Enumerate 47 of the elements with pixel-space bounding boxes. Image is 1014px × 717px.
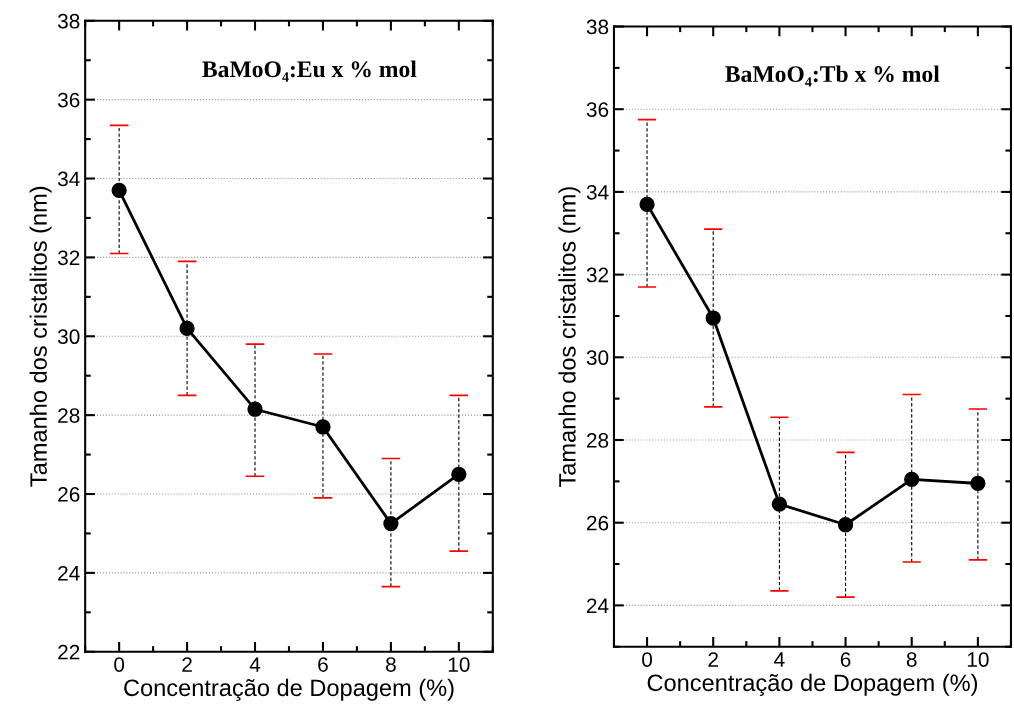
y-tick-label: 30 [586, 350, 609, 366]
y-tick-label: 24 [58, 565, 80, 581]
x-tick-label: 4 [249, 657, 261, 672]
x-tick-label: 0 [642, 652, 653, 667]
point [451, 466, 467, 482]
text: BaMoO₄:Eu x % mol [202, 60, 417, 82]
point [904, 471, 920, 487]
y-tick-label: 26 [58, 487, 80, 502]
y-tick-label: 22 [58, 644, 80, 660]
y-tick-label: 28 [586, 433, 609, 448]
point [315, 419, 331, 435]
y-tick-label: 34 [586, 184, 609, 200]
y-tick-label: 26 [586, 515, 609, 531]
point [111, 182, 127, 199]
y-tick-label: 32 [57, 250, 80, 266]
x-tick-label: 8 [906, 652, 917, 667]
x-tick-label: 2 [182, 657, 192, 672]
x-tick-label: 10 [448, 657, 470, 672]
y-tick-label: 36 [57, 92, 80, 108]
x-tick-label: 6 [318, 657, 328, 672]
y-tick-label: 30 [57, 329, 80, 345]
y-tick-label: 32 [586, 267, 609, 283]
x-tick-label: 0 [114, 657, 125, 672]
point [705, 310, 721, 326]
point [970, 475, 986, 492]
x-axis-title: Concentração de Dopagem (%) [647, 673, 978, 696]
x-tick-label: 2 [708, 652, 718, 667]
y-axis-title: Tamanho dos cristalitos (nm) [29, 186, 52, 487]
point [383, 515, 399, 532]
point [771, 496, 788, 512]
x-tick-label: 4 [774, 652, 785, 667]
y-tick-label: 28 [58, 408, 80, 423]
y-tick-label: 34 [57, 171, 80, 187]
x-axis-title: Concentração de Dopagem (%) [124, 678, 454, 701]
point [179, 320, 195, 337]
y-tick-label: 38 [57, 13, 80, 29]
point [639, 196, 655, 212]
x-tick-label: 6 [840, 652, 851, 667]
y-tick-label: 38 [586, 19, 609, 35]
point [247, 401, 263, 417]
y-tick-label: 24 [586, 598, 609, 613]
x-tick-label: 8 [386, 657, 396, 672]
y-tick-label: 36 [586, 102, 609, 117]
point [837, 517, 854, 533]
text: BaMoO₄:Tb x % mol [725, 65, 940, 87]
y-axis-title: Tamanho dos cristalitos (nm) [558, 187, 581, 487]
x-tick-label: 10 [967, 652, 989, 667]
